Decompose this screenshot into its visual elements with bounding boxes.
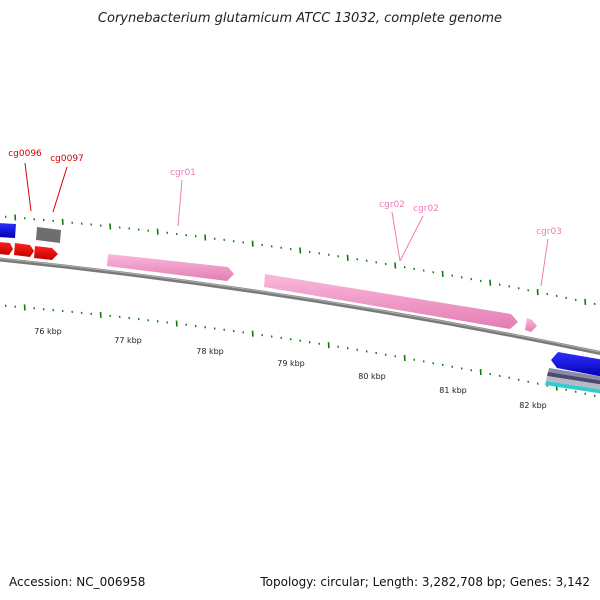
label-cgr01[interactable]: cgr01 xyxy=(170,168,196,178)
outer-tick-ring xyxy=(4,214,596,306)
cds-teal-right[interactable] xyxy=(545,381,600,394)
leader-cgr02-a xyxy=(391,211,401,262)
cds-stripe-1 xyxy=(548,368,600,381)
cds-blue-right[interactable] xyxy=(551,352,600,377)
cds-stripe-3 xyxy=(546,376,600,390)
cds-blue-left[interactable] xyxy=(0,223,16,238)
leader-cg0096 xyxy=(24,162,32,212)
inner-tick-ring xyxy=(4,304,596,398)
rna-cgr03[interactable] xyxy=(525,318,537,332)
leader-cgr02-b xyxy=(399,215,424,262)
scale-label-81: 81 kbp xyxy=(439,386,467,395)
label-cg0096[interactable]: cg0096 xyxy=(8,149,42,159)
label-cgr02-a[interactable]: cgr02 xyxy=(379,200,405,210)
rna-cgr01[interactable] xyxy=(107,254,234,281)
scale-label-79: 79 kbp xyxy=(277,359,305,368)
scale-label-76: 76 kbp xyxy=(34,327,62,336)
cds-red-1[interactable] xyxy=(0,242,13,255)
leader-cgr03 xyxy=(540,238,549,287)
genome-backbone-highlight xyxy=(0,258,600,353)
cds-red-3[interactable] xyxy=(34,246,58,260)
scale-label-77: 77 kbp xyxy=(114,336,142,345)
genome-backbone xyxy=(0,257,600,356)
genome-summary-text: Topology: circular; Length: 3,282,708 bp… xyxy=(259,575,590,589)
label-cg0097[interactable]: cg0097 xyxy=(50,154,84,164)
label-cgr03[interactable]: cgr03 xyxy=(536,227,562,237)
scale-label-82: 82 kbp xyxy=(519,401,547,410)
label-cgr02-b[interactable]: cgr02 xyxy=(413,204,439,214)
rna-cgr02[interactable] xyxy=(264,274,518,329)
leader-cgr01 xyxy=(177,179,183,227)
cds-red-2[interactable] xyxy=(14,243,34,257)
scale-label-80: 80 kbp xyxy=(358,372,386,381)
accession-text: Accession: NC_006958 xyxy=(9,575,145,589)
cds-gray-cg0097[interactable] xyxy=(36,227,61,243)
leader-cg0097 xyxy=(52,166,68,213)
scale-label-78: 78 kbp xyxy=(196,347,224,356)
map-title: Corynebacterium glutamicum ATCC 13032, c… xyxy=(98,11,502,26)
cds-stripe-2 xyxy=(547,372,600,385)
